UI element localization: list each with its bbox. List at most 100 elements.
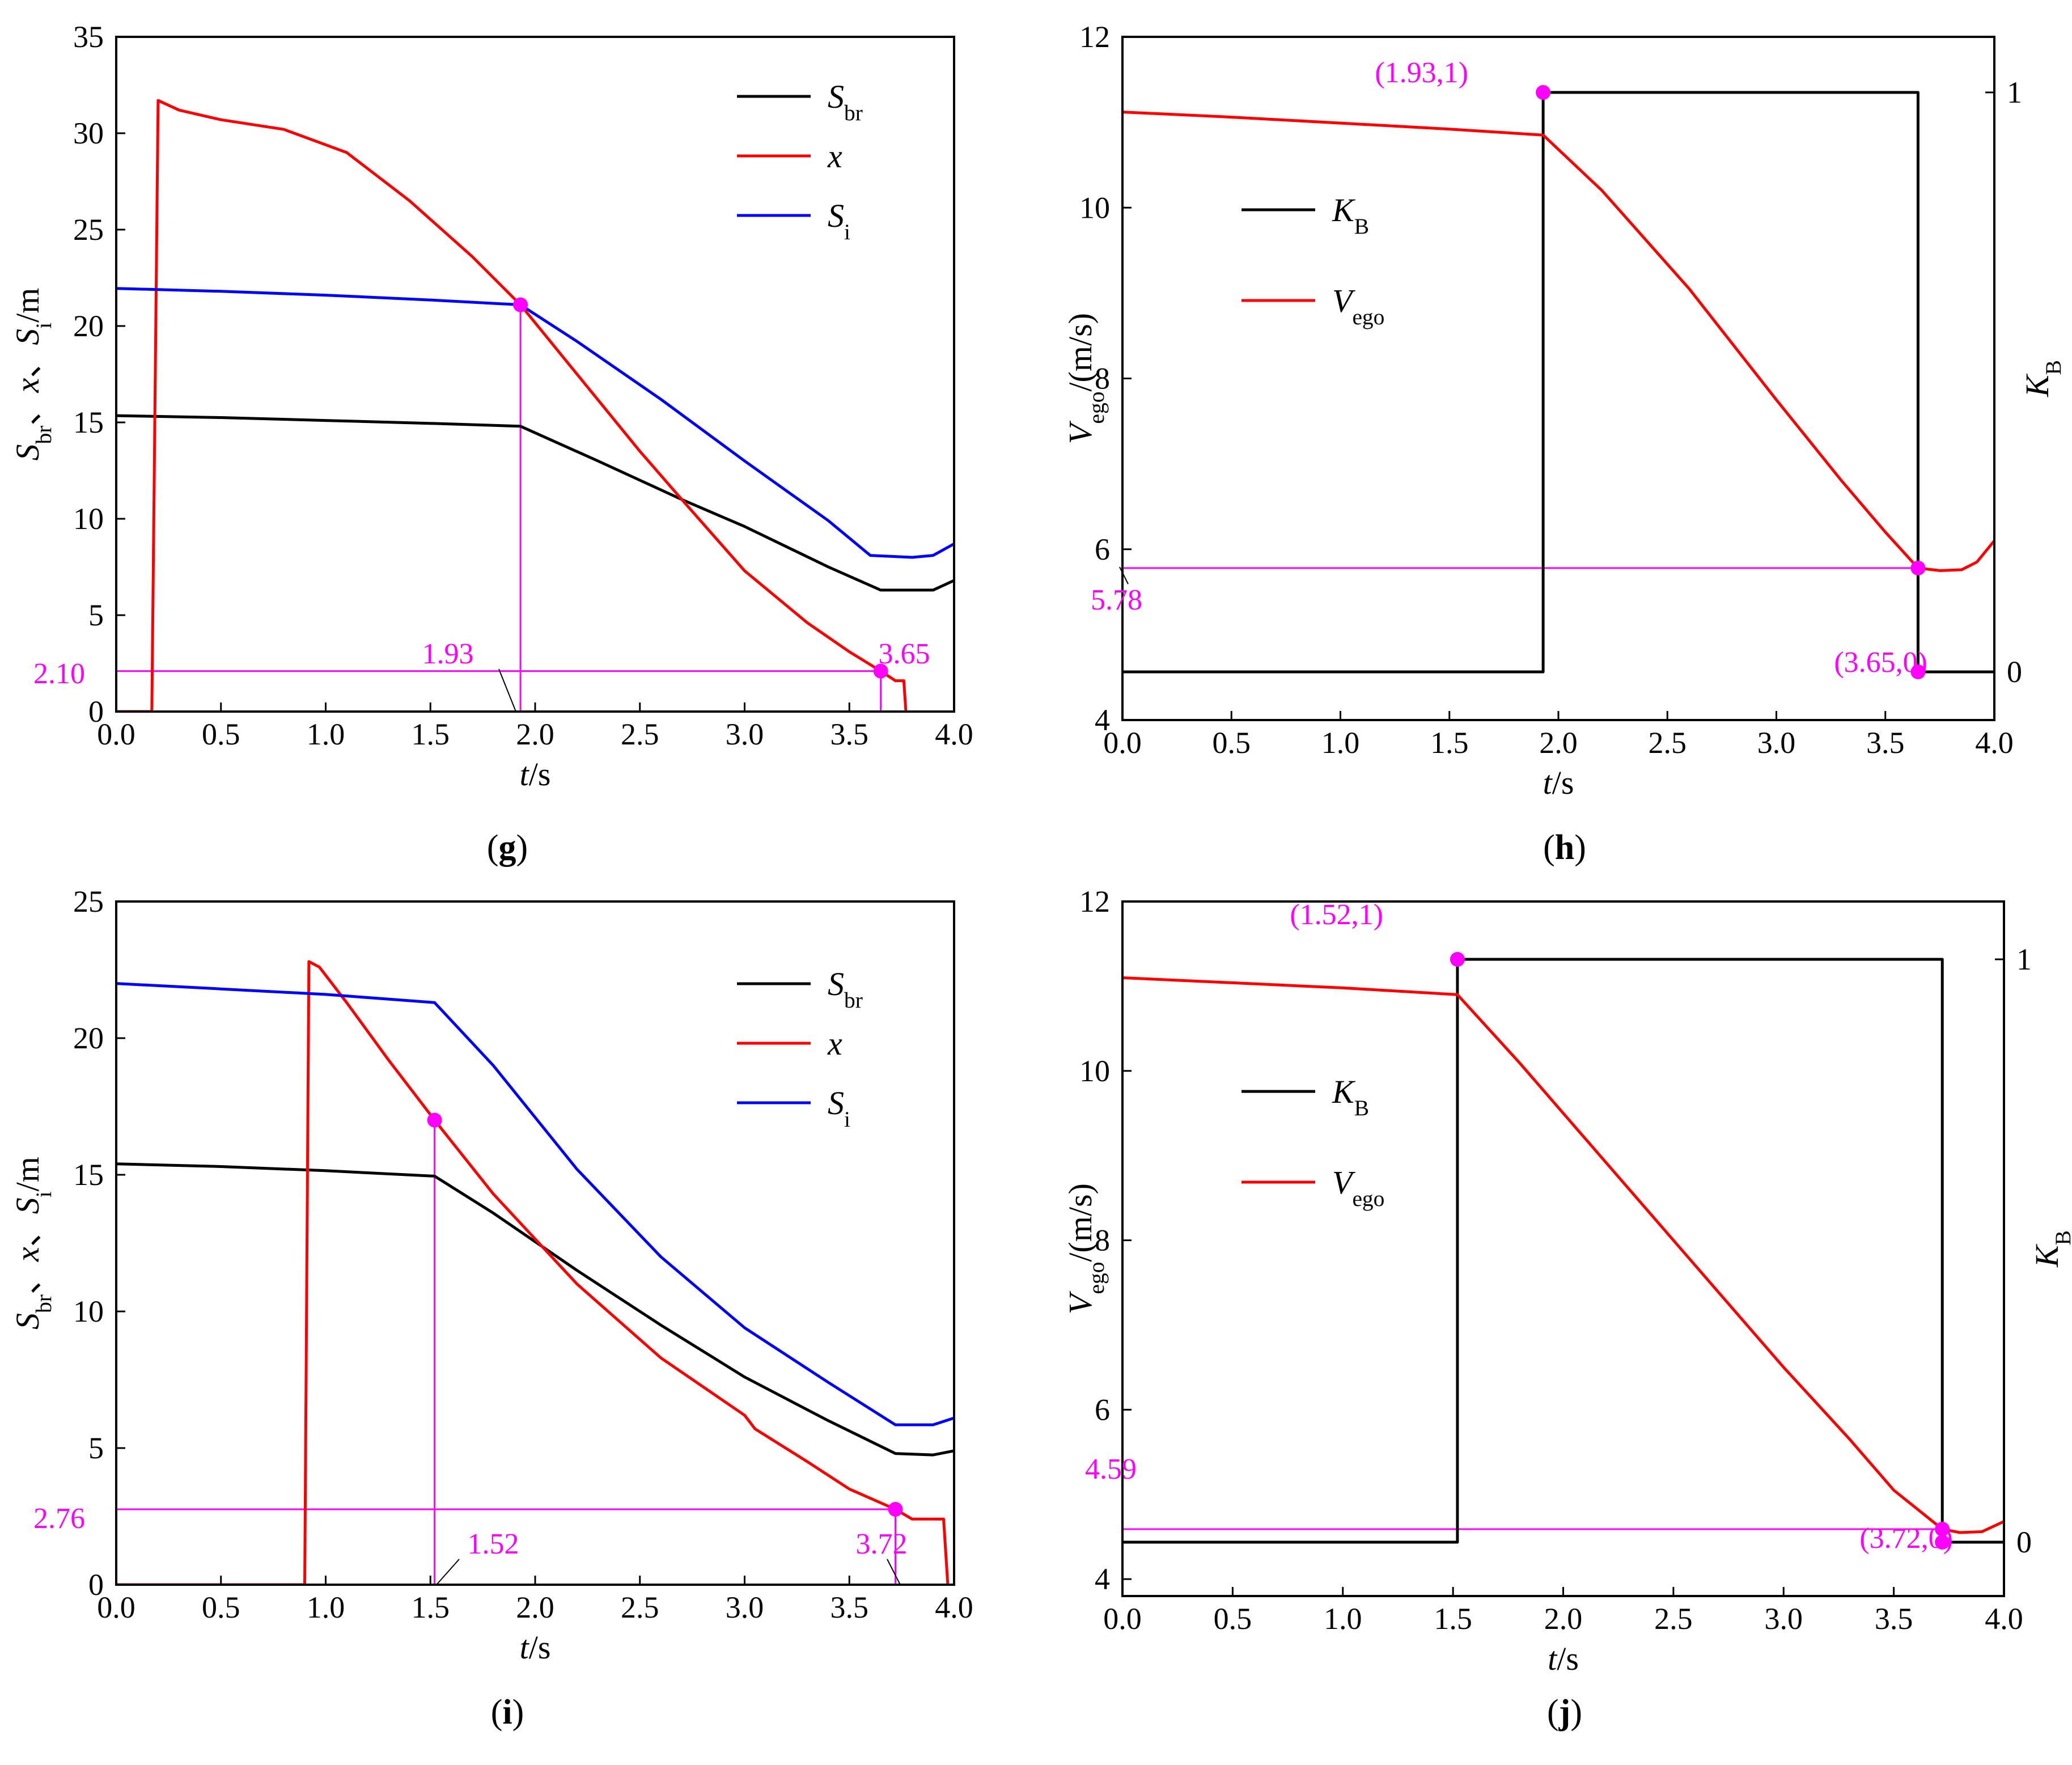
y-axis-title-left: Vego/(m/s): [1062, 313, 1109, 444]
legend-entry-label: Si: [828, 197, 850, 244]
x-tick-label: 3.0: [1765, 1602, 1803, 1636]
legend-entry-label: Sbr: [828, 78, 863, 125]
y-right-tick-label: 1: [2007, 75, 2022, 109]
x-tick-label: 0.0: [97, 1590, 135, 1624]
x-tick-label: 1.5: [1434, 1602, 1472, 1636]
legend: Sbr x Si: [737, 966, 863, 1132]
y-right-tick-label: 0: [2016, 1525, 2032, 1559]
x-tick-label: 3.0: [1757, 726, 1796, 760]
series-line-v-ego: [1122, 111, 1994, 572]
annotation-label: 4.59: [1085, 1453, 1137, 1485]
legend: KB Vego: [1241, 1073, 1384, 1211]
legend-entry-label: x: [827, 1025, 842, 1062]
x-tick-label: 4.0: [1975, 726, 2014, 760]
x-tick-label: 3.5: [1875, 1602, 1913, 1636]
x-tick-label: 3.5: [831, 717, 869, 751]
y-right-tick-label: 1: [2016, 942, 2032, 976]
data-marker: [873, 663, 888, 679]
series-line-k-b: [1122, 91, 1994, 674]
y-tick-label: 15: [73, 405, 104, 439]
data-marker: [1910, 664, 1926, 679]
series-line-s-br: [116, 1162, 954, 1457]
data-marker: [1935, 1521, 1950, 1537]
y-tick-label: 25: [73, 884, 104, 919]
x-tick-label: 3.5: [831, 1590, 869, 1624]
x-tick-label: 0.0: [1103, 726, 1142, 760]
y-tick-label: 5: [88, 598, 104, 632]
x-tick-label: 4.0: [935, 717, 973, 751]
x-axis-title: t/s: [520, 756, 551, 793]
legend-entry-label: Vego: [1332, 282, 1384, 329]
y-tick-label: 12: [1079, 20, 1110, 54]
y-axis-title: Sbr、x、Si/m: [9, 1157, 56, 1330]
y-tick-label: 8: [1095, 362, 1110, 396]
x-tick-label: 1.5: [412, 717, 450, 751]
data-marker: [888, 1501, 903, 1517]
x-tick-label: 1.0: [307, 1590, 345, 1624]
x-tick-label: 2.5: [1654, 1602, 1693, 1636]
series-line-v-ego: [1122, 976, 2004, 1534]
x-tick-label: 1.0: [1324, 1602, 1362, 1636]
panel-label: (h): [1543, 828, 1586, 867]
y-axis-title-left: Vego/(m/s): [1062, 1183, 1109, 1314]
x-tick-label: 0.0: [1103, 1602, 1142, 1636]
x-tick-label: 1.0: [1321, 726, 1360, 760]
y-tick-label: 10: [73, 502, 104, 536]
y-tick-label: 10: [73, 1294, 104, 1328]
annotation-leader: [436, 1559, 460, 1585]
x-tick-label: 3.0: [726, 1590, 764, 1624]
annotation-label: 2.76: [33, 1502, 85, 1535]
series-line-s-i: [116, 287, 954, 559]
data-marker: [1536, 85, 1551, 100]
panel-g: 0.0 0.5 1.0 1.5 2.0 2.5 3.0 3.5 4.0 0 5 10 15 20 25 30 3…: [9, 20, 973, 867]
x-tick-label: 2.0: [516, 1590, 554, 1624]
legend-entry-label: KB: [1332, 1073, 1369, 1120]
annotation-leader: [498, 668, 516, 712]
y-axis-title: Sbr、x、Si/m: [9, 288, 56, 461]
annotation-label: 5.78: [1091, 584, 1142, 616]
y-tick-label: 35: [73, 20, 104, 54]
x-tick-label: 4.0: [1985, 1602, 2023, 1636]
x-tick-label: 2.0: [1544, 1602, 1583, 1636]
annotation-label: (3.72,0): [1859, 1522, 1953, 1555]
annotation-label: 2.10: [33, 658, 85, 690]
legend: Sbr x Si: [737, 78, 863, 244]
x-tick-label: 2.5: [621, 717, 659, 751]
series-line-s-i: [116, 982, 954, 1427]
panel-label: (i): [491, 1693, 524, 1732]
x-tick-label: 0.5: [202, 1590, 240, 1624]
x-tick-label: 0.5: [1214, 1602, 1252, 1636]
y-tick-label: 4: [1095, 1562, 1110, 1596]
x-axis-title: t/s: [1543, 764, 1574, 801]
x-tick-label: 1.0: [307, 717, 345, 751]
annotation-label: 1.93: [422, 638, 474, 670]
legend-entry-label: Sbr: [828, 966, 863, 1013]
plot-frame: [1121, 36, 1995, 721]
x-tick-label: 2.5: [621, 1590, 659, 1624]
y-tick-label: 10: [1079, 191, 1110, 225]
legend-entry-label: KB: [1332, 192, 1369, 239]
data-marker: [513, 297, 528, 312]
x-axis-title: t/s: [520, 1629, 551, 1666]
y-tick-label: 0: [88, 695, 104, 729]
panel-h: 0.0 0.5 1.0 1.5 2.0 2.5 3.0 3.5 4.0 4 6 8 10 12 0 1 t/s V…: [1062, 20, 2066, 867]
y-tick-label: 12: [1079, 884, 1110, 919]
y-tick-label: 8: [1095, 1224, 1110, 1258]
y-tick-label: 5: [88, 1431, 104, 1465]
legend-entry-label: Si: [828, 1085, 850, 1132]
series-line-k-b: [1122, 958, 2004, 1544]
x-tick-label: 0.5: [1213, 726, 1251, 760]
annotation-leader: [887, 1559, 901, 1585]
y-tick-label: 20: [73, 309, 104, 343]
panel-i: 0.0 0.5 1.0 1.5 2.0 2.5 3.0 3.5 4.0 0 5 10 15 20 25 t/s…: [9, 884, 973, 1732]
y-tick-label: 6: [1095, 532, 1110, 566]
y-tick-label: 15: [73, 1158, 104, 1192]
y-right-tick-label: 0: [2007, 655, 2022, 689]
annotation-leader: [1119, 566, 1129, 585]
x-tick-label: 1.5: [412, 1590, 450, 1624]
panel-label: (g): [487, 828, 528, 867]
x-tick-label: 0.0: [97, 717, 135, 751]
x-tick-label: 1.5: [1430, 726, 1469, 760]
x-tick-label: 2.5: [1649, 726, 1687, 760]
